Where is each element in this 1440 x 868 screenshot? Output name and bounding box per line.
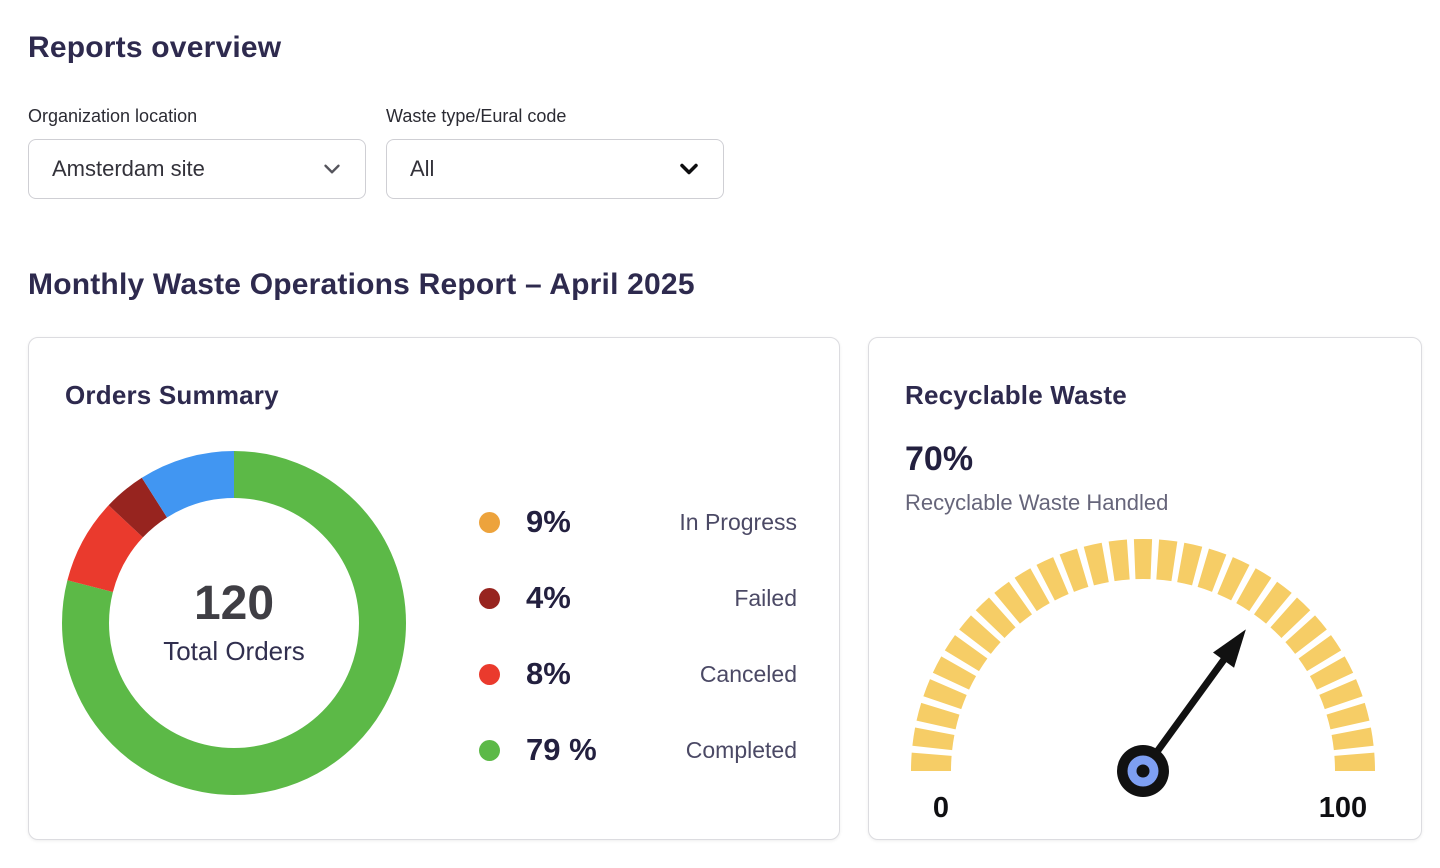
- legend-value: 9%: [526, 504, 571, 539]
- legend-dot-canceled: [479, 663, 500, 685]
- recyclable-subtitle: Recyclable Waste Handled: [905, 490, 1169, 515]
- legend-value: 8%: [526, 656, 571, 691]
- gauge-hub-dot: [1136, 764, 1150, 778]
- gauge-tick-arc: [911, 539, 1375, 772]
- gauge-min-label: 0: [933, 792, 949, 824]
- orders-donut-chart: [62, 451, 406, 795]
- legend-item-completed: 79 % Completed: [479, 722, 797, 778]
- legend-item-in-progress: 9% In Progress: [479, 494, 797, 550]
- waste-type-select[interactable]: All: [386, 139, 724, 199]
- organization-location-select[interactable]: Amsterdam site: [28, 139, 366, 199]
- chevron-down-icon: [680, 163, 698, 175]
- legend-value: 79 %: [526, 732, 597, 767]
- legend-item-canceled: 8% Canceled: [479, 646, 797, 702]
- legend-value: 4%: [526, 580, 571, 615]
- recyclable-percentage: 70%: [905, 440, 974, 478]
- organization-location-value: Amsterdam site: [52, 156, 205, 181]
- legend-item-failed: 4% Failed: [479, 570, 797, 626]
- orders-legend: 9% In Progress 4% Failed 8% Canceled 79 …: [479, 494, 797, 798]
- legend-dot-failed: [479, 587, 500, 609]
- recyclable-gauge-chart: 0 100: [911, 539, 1375, 824]
- section-title: Monthly Waste Operations Report – April …: [28, 268, 695, 301]
- waste-type-value: All: [410, 156, 435, 181]
- recyclable-waste-title: Recyclable Waste: [905, 380, 1127, 410]
- legend-label: Canceled: [699, 660, 797, 687]
- legend-label: Failed: [734, 584, 797, 611]
- chevron-down-icon: [324, 164, 340, 174]
- recyclable-waste-card: Recyclable Waste 70% Recyclable Waste Ha…: [868, 337, 1422, 840]
- orders-summary-card: Orders Summary 120 Total Orders 9% In Pr…: [28, 337, 840, 840]
- legend-dot-in-progress: [479, 511, 500, 533]
- legend-label: Completed: [685, 736, 797, 763]
- legend-dot-completed: [479, 739, 500, 761]
- gauge-max-label: 100: [1319, 792, 1367, 824]
- page-title: Reports overview: [28, 31, 282, 64]
- waste-type-label: Waste type/Eural code: [386, 106, 567, 126]
- legend-label: In Progress: [679, 508, 797, 535]
- organization-location-label: Organization location: [28, 106, 198, 126]
- orders-summary-title: Orders Summary: [65, 380, 279, 410]
